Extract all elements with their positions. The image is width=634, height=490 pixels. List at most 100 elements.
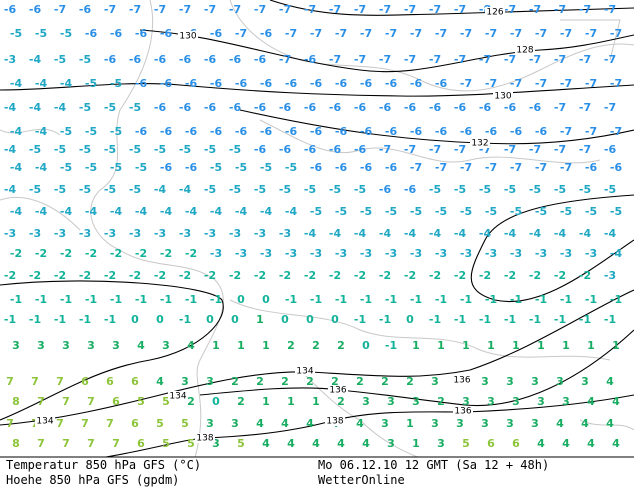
temperature-value: 6 (487, 437, 495, 450)
temperature-value: 2 (306, 375, 314, 388)
temperature-value: 3 (206, 417, 214, 430)
temperature-value: -7 (560, 77, 572, 90)
temperature-value: -2 (254, 269, 266, 282)
contour-label-bg (168, 391, 188, 401)
temperature-value: -7 (585, 125, 597, 138)
temperature-value: -5 (585, 205, 597, 218)
temperature-value: -1 (379, 313, 391, 326)
temperature-value: -7 (535, 27, 547, 40)
temperature-value: 3 (506, 417, 514, 430)
temperature-value: 4 (287, 437, 295, 450)
temperature-value: -1 (585, 293, 597, 306)
temperature-value: -7 (510, 161, 522, 174)
temperature-value: 4 (556, 417, 564, 430)
temperature-value: -4 (479, 227, 492, 240)
temperature-value: -6 (485, 125, 498, 138)
temperature-value: -2 (204, 269, 216, 282)
contour-label: 128 (516, 46, 533, 56)
temperature-value: -7 (310, 27, 322, 40)
temperature-value: -1 (179, 313, 191, 326)
temperature-value: -7 (579, 101, 591, 114)
temperature-value: -6 (110, 27, 123, 40)
temperature-value: -7 (360, 27, 372, 40)
temperature-value: -4 (135, 205, 148, 218)
temperature-value: -5 (485, 205, 497, 218)
temperature-value: 8 (12, 395, 20, 408)
temperature-value: -6 (585, 161, 598, 174)
temperature-value: -5 (129, 101, 141, 114)
temperature-value: -6 (154, 101, 167, 114)
temperature-value: 6 (112, 395, 120, 408)
temperature-value: -6 (410, 77, 423, 90)
temperature-value: -2 (379, 269, 391, 282)
temperature-value: -6 (104, 53, 117, 66)
temperature-value: -7 (235, 27, 247, 40)
temperature-value: -6 (335, 77, 348, 90)
temperature-value: 3 (212, 437, 220, 450)
temperature-value: -7 (404, 53, 416, 66)
temperature-value: -3 (29, 227, 41, 240)
temperature-value: -3 (335, 247, 347, 260)
temperature-value: -7 (529, 53, 541, 66)
temperature-value: -6 (179, 53, 192, 66)
temperature-value: -6 (135, 27, 148, 40)
temperature-value: -3 (310, 247, 322, 260)
temperature-value: 5 (181, 417, 189, 430)
temperature-value: 3 (531, 375, 539, 388)
temperature-value: 2 (437, 395, 445, 408)
temperature-value: -6 (304, 143, 317, 156)
temperature-value: -7 (554, 143, 566, 156)
temperature-value: 0 (362, 339, 370, 352)
temperature-value: -7 (385, 27, 397, 40)
temperature-value: 3 (562, 395, 570, 408)
temperature-value: -6 (304, 53, 317, 66)
temperature-value: -1 (554, 313, 566, 326)
temperature-value: 3 (481, 417, 489, 430)
temperature-value: -6 (379, 101, 392, 114)
temperature-value: -5 (79, 53, 91, 66)
temperature-value: 6 (512, 437, 520, 450)
temperature-value: -2 (54, 269, 66, 282)
temperature-value: -6 (529, 101, 542, 114)
temperature-value: 1 (312, 395, 320, 408)
temperature-value: -4 (10, 125, 23, 138)
temperature-value: -7 (504, 143, 516, 156)
temperature-value: -6 (260, 27, 273, 40)
temperature-value: 0 (131, 313, 139, 326)
temperature-value: -6 (285, 77, 298, 90)
temperature-value: -6 (260, 77, 273, 90)
temperature-value: -3 (560, 247, 572, 260)
temperature-value: -1 (310, 293, 322, 306)
temperature-value: 7 (112, 437, 120, 450)
temperature-value: 2 (406, 375, 414, 388)
temperature-value: -4 (154, 183, 167, 196)
temperature-value: -5 (54, 183, 66, 196)
temperature-value: -1 (454, 313, 466, 326)
temperature-value: 6 (131, 417, 139, 430)
temperature-value: -2 (104, 269, 116, 282)
temperature-value: -7 (560, 161, 572, 174)
temperature-value: -3 (485, 247, 497, 260)
temperature-value: -3 (510, 247, 522, 260)
temperature-value: -6 (254, 143, 267, 156)
temperature-value: -3 (210, 247, 222, 260)
temperature-value: -1 (385, 293, 397, 306)
temperature-value: -4 (4, 143, 17, 156)
contour-label: 134 (169, 392, 186, 402)
temperature-value: -4 (579, 227, 592, 240)
temperature-value: -5 (79, 101, 91, 114)
temperature-value: -7 (554, 3, 566, 16)
temperature-value: -1 (54, 313, 66, 326)
temperature-value: -2 (529, 269, 541, 282)
temperature-value: -6 (360, 77, 373, 90)
temperature-value: -5 (85, 77, 97, 90)
temperature-value: 5 (137, 395, 145, 408)
temperature-value: -6 (510, 125, 523, 138)
temperature-value: -6 (385, 125, 398, 138)
temperature-value: 3 (181, 375, 189, 388)
temperature-value: 0 (331, 313, 339, 326)
temperature-value: -2 (10, 247, 22, 260)
temperature-value: 0 (212, 395, 220, 408)
temperature-value: 5 (162, 437, 170, 450)
temperature-value: -1 (160, 293, 172, 306)
